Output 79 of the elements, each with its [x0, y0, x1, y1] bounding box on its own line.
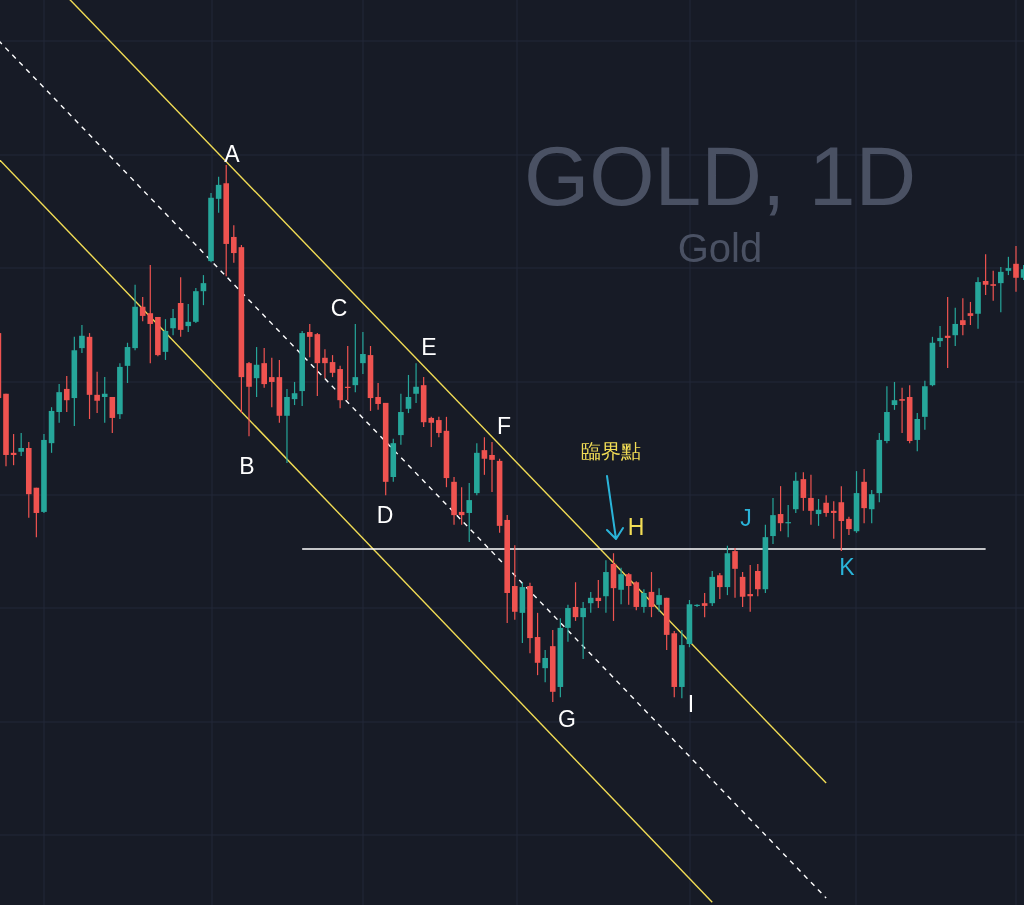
- annotation: B: [239, 453, 255, 479]
- candlestick: [375, 382, 381, 411]
- candlestick: [770, 497, 776, 545]
- candlestick: [739, 571, 746, 608]
- annotation: I: [687, 691, 695, 717]
- candlestick: [261, 347, 267, 389]
- candlestick: [618, 567, 624, 605]
- candlestick: [747, 564, 754, 613]
- candlestick: [246, 361, 252, 437]
- candlestick: [489, 441, 495, 493]
- candlestick: [914, 412, 921, 452]
- candlestick: [405, 374, 412, 414]
- candlestick: [838, 485, 845, 552]
- candlestick: [565, 604, 571, 643]
- candlestick: [732, 547, 738, 599]
- candlestick: [587, 591, 594, 614]
- candlestick: [79, 324, 85, 354]
- annotation: K: [839, 554, 856, 580]
- candlestick: [846, 516, 852, 536]
- candlestick: [284, 388, 290, 464]
- candlestick: [899, 387, 905, 434]
- candlestick: [322, 348, 328, 379]
- annotation: A: [224, 141, 241, 167]
- candlestick: [109, 396, 116, 434]
- candlestick: [830, 500, 837, 540]
- annotation: J: [740, 505, 752, 531]
- candlestick: [891, 381, 898, 411]
- candlestick: [481, 436, 488, 476]
- annotation: E: [421, 334, 437, 360]
- annotation: 臨界點: [581, 440, 641, 462]
- candlestick: [1005, 256, 1012, 276]
- candlestick: [268, 357, 275, 408]
- candlestick: [701, 592, 708, 618]
- text: G: [558, 706, 576, 732]
- candlestick: [641, 588, 647, 614]
- candlestick: [428, 416, 435, 448]
- candlestick: [185, 303, 192, 333]
- candlestick: [329, 354, 336, 378]
- candlestick: [215, 176, 222, 214]
- candlestick: [162, 318, 169, 361]
- candlestick: [952, 307, 959, 347]
- chart-title: GOLD, 1D: [523, 129, 917, 223]
- candlestick: [990, 270, 997, 302]
- candlestick: [291, 381, 298, 406]
- candlestick: [124, 342, 131, 384]
- candlestick: [542, 649, 548, 683]
- candlestick: [967, 301, 974, 326]
- candlestick: [580, 601, 586, 660]
- candlestick: [717, 572, 723, 600]
- annotation: H: [627, 514, 645, 540]
- candlestick: [998, 266, 1004, 313]
- candlestick: [94, 371, 100, 414]
- candlestick: [360, 331, 366, 375]
- candlestick: [413, 362, 419, 404]
- candlestick: [466, 482, 473, 543]
- candlestick: [101, 376, 108, 424]
- candlestick: [170, 308, 176, 336]
- candlestick: [937, 325, 943, 348]
- candlestick: [808, 474, 814, 526]
- candlestick: [823, 494, 829, 518]
- candlestick: [800, 471, 807, 512]
- candlestick: [960, 297, 966, 336]
- annotation: F: [496, 413, 512, 439]
- candlestick: [231, 224, 237, 264]
- candlestick: [1013, 245, 1019, 293]
- candlestick: [147, 264, 154, 364]
- candlestick: [63, 375, 70, 413]
- annotation: D: [376, 502, 394, 528]
- candlestick: [398, 393, 404, 446]
- candlestick: [436, 416, 442, 438]
- candlestick: [18, 432, 24, 457]
- text: Gold: [677, 226, 763, 270]
- candlestick: [755, 563, 761, 597]
- candlestick: [56, 383, 62, 424]
- annotation: C: [330, 295, 348, 321]
- candlestick: [982, 253, 989, 296]
- candlestick: [868, 489, 875, 524]
- candlestick: [656, 587, 662, 613]
- candlestick: [306, 323, 313, 358]
